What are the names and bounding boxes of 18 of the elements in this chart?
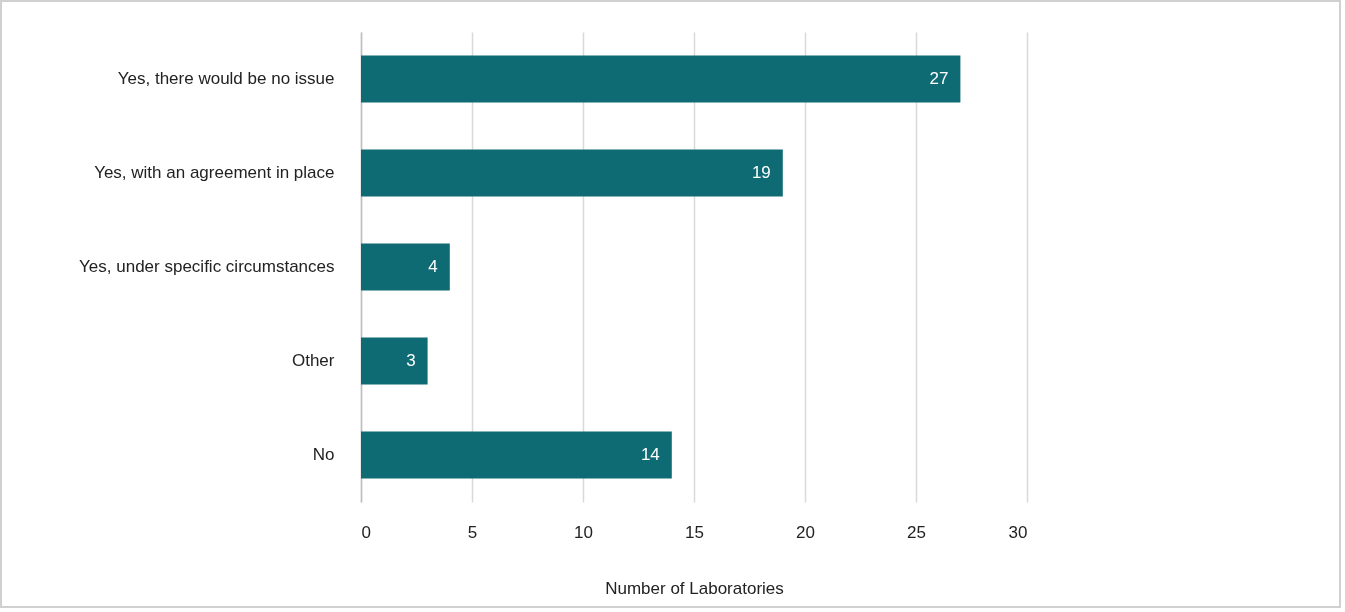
data-label: 4 xyxy=(428,257,438,276)
x-tick-label: 15 xyxy=(685,522,704,542)
x-tick-label: 20 xyxy=(796,522,815,542)
x-axis-title: Number of Laboratories xyxy=(605,578,784,598)
y-tick-label: Yes, under specific circumstances xyxy=(79,257,335,276)
x-tick-label: 10 xyxy=(574,522,593,542)
y-tick-label: No xyxy=(312,445,335,464)
x-tick-label: 5 xyxy=(467,522,478,542)
y-tick-label: Yes, there would be no issue xyxy=(117,69,335,88)
x-tick-label: 25 xyxy=(907,522,926,542)
data-label: 3 xyxy=(406,351,416,370)
x-tick-label: 30 xyxy=(1008,522,1028,542)
x-tick-label: 0 xyxy=(361,522,371,542)
y-tick-label: Yes, with an agreement in place xyxy=(94,163,335,182)
y-tick-label: Other xyxy=(291,351,335,370)
data-label: 19 xyxy=(751,163,771,182)
data-label: 27 xyxy=(929,69,949,88)
data-label: 14 xyxy=(640,445,660,464)
